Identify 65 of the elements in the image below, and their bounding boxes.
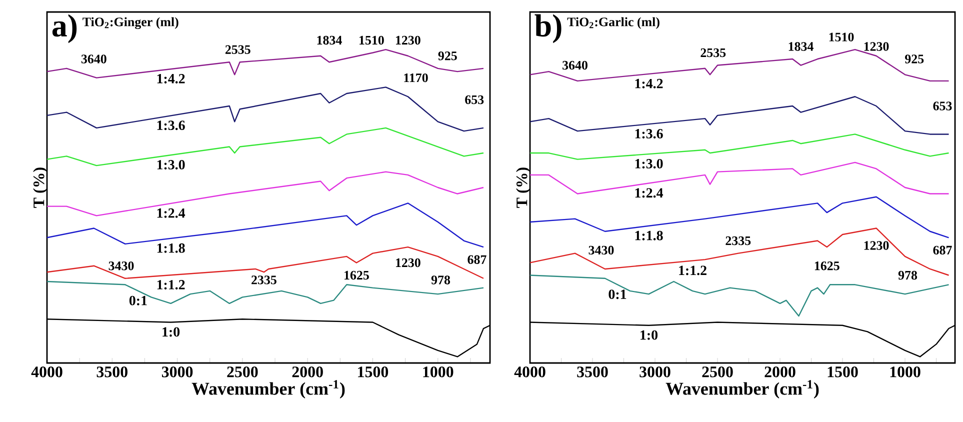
annotation: 978: [898, 270, 918, 280]
series-label: 1:1.8: [635, 230, 663, 240]
annotation: 1834: [788, 42, 814, 51]
x-tick-label: 3000: [640, 366, 670, 378]
series-label: 1:3.6: [157, 120, 185, 130]
annotation: 3640: [562, 60, 588, 70]
series-label: 1:0: [640, 330, 658, 340]
y-axis-title: T (%): [516, 168, 530, 208]
annotation: 1230: [396, 258, 420, 268]
x-tick-label: 3500: [577, 366, 608, 378]
x-tick-label: 3000: [162, 366, 193, 378]
x-tick-label: 2000: [292, 366, 323, 378]
text: 1834: [317, 36, 342, 45]
series-label: 1:1.2: [679, 266, 706, 276]
x-tick-label: 2000: [764, 366, 796, 378]
x-tick-label: 4000: [514, 366, 546, 378]
series-label: 1:3.6: [635, 129, 663, 138]
annotation: 925: [905, 54, 924, 64]
x-tick-label: 2500: [227, 366, 258, 378]
series-label: 1:3.0: [635, 158, 663, 168]
text: 1510: [360, 36, 384, 45]
annotation: 2335: [726, 236, 751, 246]
annotation: 687: [468, 255, 486, 264]
series-label: 0:1: [129, 296, 147, 306]
x-axis-title: Wavenumber (cm$^{-1}$): [192, 380, 345, 398]
series-label: 1:0: [162, 327, 180, 337]
chart-title: a): [52, 14, 77, 44]
annotation: 3430: [108, 261, 134, 270]
x-tick-label: 4000: [31, 366, 62, 378]
x-tick-label: 1500: [358, 366, 388, 378]
x-tick-label: 1000: [423, 366, 454, 378]
annotation: 687: [933, 246, 952, 255]
series-label: 1:2.4: [157, 208, 186, 218]
series-label: 1:1.8: [157, 243, 185, 253]
annotation: 1625: [344, 270, 369, 280]
annotation: 653: [465, 95, 484, 104]
x-tick-label: 1000: [890, 366, 920, 378]
text: 1230: [396, 36, 420, 45]
x-tick-label: 2500: [702, 366, 733, 378]
annotation: 925: [438, 52, 457, 60]
chart-title: b): [534, 14, 562, 44]
annotation: 3430: [588, 246, 614, 255]
x-axis-title: Wavenumber (cm$^{-1}$): [666, 380, 819, 398]
annotation: 3640: [81, 54, 106, 64]
annotation: 653: [933, 102, 952, 110]
annotation: 2535: [700, 48, 726, 58]
annotation: 1170: [404, 73, 428, 82]
series-label: 1:4.2: [635, 78, 663, 88]
series-label: 1:4.2: [157, 74, 185, 84]
x-tick-label: 3500: [96, 366, 128, 378]
annotation: 978: [431, 276, 450, 284]
annotation: 2535: [225, 45, 250, 54]
annotation: 2335: [252, 276, 276, 284]
x-tick-label: 1500: [828, 366, 858, 378]
series-label: 1:2.4: [635, 188, 664, 198]
y-axis-title: T (%): [33, 168, 48, 208]
chart-subtitle: TiO$_{2}$:Ginger (ml): [82, 17, 178, 30]
series-label: 1:3.0: [157, 160, 185, 170]
annotation: 1230: [864, 241, 889, 250]
chart-subtitle: TiO$_{2}$:Garlic (ml): [567, 17, 660, 29]
text: 1510: [829, 32, 854, 42]
series-label: 1:1.2: [157, 280, 185, 290]
annotation: 1625: [814, 261, 840, 270]
annotation: 1230: [864, 42, 889, 51]
series-label: 0:1: [608, 290, 626, 300]
